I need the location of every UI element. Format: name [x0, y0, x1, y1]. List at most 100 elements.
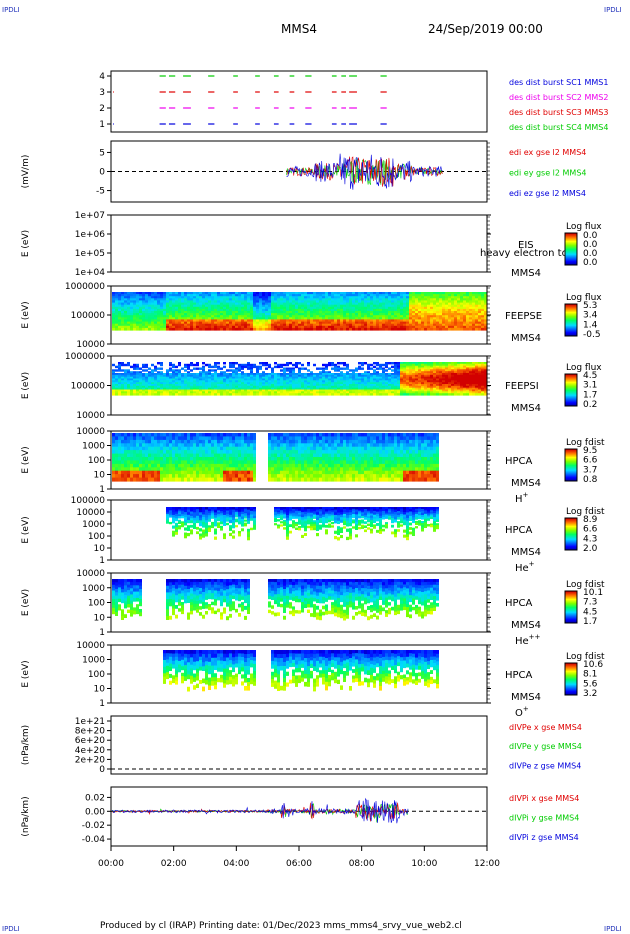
- spectro-cell: [349, 378, 352, 381]
- spectro-cell: [202, 453, 205, 458]
- spectro-cell: [127, 321, 130, 325]
- spectro-cell: [457, 369, 460, 372]
- spectro-cell: [253, 302, 256, 306]
- spectro-cell: [217, 367, 220, 370]
- spectro-cell: [424, 327, 427, 331]
- colorbar-tick: 4.5: [583, 371, 597, 381]
- spectro-cell: [130, 292, 133, 295]
- spectro-cell: [283, 393, 286, 396]
- spectro-cell: [112, 315, 115, 318]
- spectro-cell: [142, 474, 145, 479]
- spectro-cell: [214, 304, 217, 308]
- colorbar-band: [565, 251, 577, 252]
- spectro-cell: [406, 393, 409, 396]
- spectro-cell: [460, 304, 463, 308]
- spectro-cell: [196, 313, 199, 316]
- spectro-cell: [175, 387, 178, 391]
- spectro-cell: [334, 327, 337, 331]
- spectro-cell: [400, 308, 403, 312]
- spectro-cell: [169, 463, 172, 468]
- spectro-cell: [232, 300, 235, 304]
- spectro-cell: [118, 323, 121, 327]
- spectro-cell: [112, 373, 115, 376]
- spectro-cell: [217, 304, 220, 308]
- spectro-cell: [169, 363, 172, 367]
- spectro-cell: [301, 385, 304, 389]
- spectro-cell: [262, 371, 265, 374]
- spectro-cell: [169, 393, 172, 396]
- colorbar-band: [565, 321, 577, 322]
- spectro-cell: [379, 317, 382, 320]
- spectro-cell: [160, 371, 163, 374]
- spectro-cell: [331, 391, 334, 394]
- spectro-cell: [442, 298, 445, 301]
- spectro-cell: [259, 315, 262, 318]
- spectro-cell: [331, 393, 334, 396]
- colorbar-band: [565, 248, 577, 249]
- spectro-cell: [481, 365, 484, 369]
- spectro-cell: [298, 384, 301, 387]
- spectro-cell: [259, 389, 262, 392]
- spectro-cell: [265, 325, 268, 329]
- spectro-cell: [172, 363, 175, 367]
- spectro-cell: [199, 384, 202, 387]
- spectro-cell: [343, 296, 346, 299]
- spectro-cell: [283, 389, 286, 392]
- spectro-cell: [400, 325, 403, 329]
- spectro-cell: [205, 319, 208, 323]
- spectro-cell: [217, 373, 220, 376]
- spectro-cell: [421, 393, 424, 396]
- spectro-cell: [463, 393, 466, 396]
- colorbar-title: Log flux: [566, 363, 602, 373]
- spectro-cell: [331, 363, 334, 367]
- spectro-cell: [112, 378, 115, 381]
- spectro-cell: [130, 382, 133, 385]
- spectro-cell: [115, 380, 118, 383]
- spectro-cell: [439, 371, 442, 374]
- spectro-cell: [169, 474, 172, 479]
- spectro-cell: [334, 304, 337, 308]
- spectro-cell: [355, 327, 358, 331]
- spectro-cell: [475, 308, 478, 312]
- spectro-cell: [298, 393, 301, 396]
- spectro-cell: [391, 306, 394, 310]
- spectro-cell: [241, 374, 244, 378]
- spectro-cell: [346, 306, 349, 310]
- spectro-cell: [181, 443, 184, 448]
- spectro-cell: [196, 298, 199, 301]
- spectro-cell: [352, 317, 355, 320]
- spectro-cell: [403, 382, 406, 385]
- spectro-cell: [340, 308, 343, 312]
- spectro-cell: [157, 313, 160, 316]
- spectro-cell: [190, 373, 193, 376]
- spectro-cell: [415, 300, 418, 304]
- spectro-cell: [166, 298, 169, 301]
- spectro-cell: [241, 376, 244, 380]
- spectro-cell: [256, 389, 259, 392]
- spectro-cell: [373, 321, 376, 325]
- spectro-cell: [220, 384, 223, 387]
- spectro-cell: [187, 292, 190, 295]
- spectro-cell: [328, 315, 331, 318]
- spectro-cell: [217, 387, 220, 391]
- spectro-cell: [373, 315, 376, 318]
- spectro-cell: [133, 453, 136, 458]
- spectro-cell: [409, 294, 412, 297]
- spectro-cell: [337, 362, 340, 365]
- spectro-cell: [352, 296, 355, 299]
- spectro-cell: [199, 308, 202, 312]
- spectro-cell: [445, 294, 448, 297]
- spectro-cell: [319, 321, 322, 325]
- spectro-cell: [367, 294, 370, 297]
- spectro-cell: [328, 325, 331, 329]
- spectro-cell: [127, 457, 130, 461]
- spectro-cell: [223, 296, 226, 299]
- spectro-cell: [322, 304, 325, 308]
- spectro-cell: [226, 313, 229, 316]
- spectro-cell: [199, 317, 202, 320]
- spectro-cell: [199, 457, 202, 461]
- spectro-cell: [367, 311, 370, 314]
- spectro-cell: [364, 378, 367, 381]
- spectro-cell: [421, 384, 424, 387]
- spectro-cell: [298, 362, 301, 365]
